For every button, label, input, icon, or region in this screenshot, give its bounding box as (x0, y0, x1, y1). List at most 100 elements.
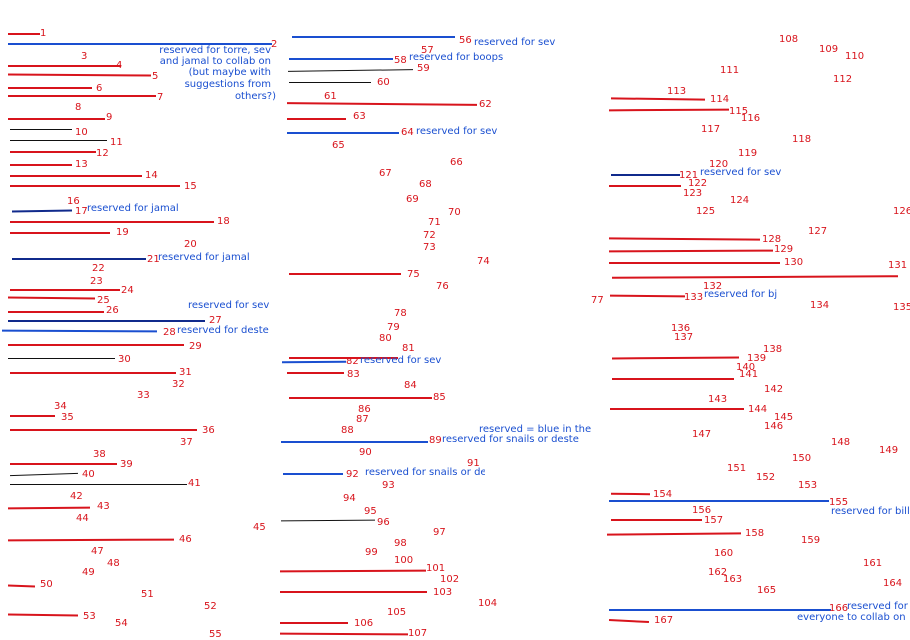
slot-number-103: 103 (433, 587, 453, 598)
slot-number-47: 47 (91, 546, 104, 557)
slot-number-158: 158 (745, 528, 765, 539)
slot-number-140: 140 (736, 362, 756, 373)
slot-number-18: 18 (217, 216, 230, 227)
slot-line (609, 185, 681, 187)
slot-number-38: 38 (93, 449, 106, 460)
slot-line (283, 473, 343, 475)
note-torre-2: and jamal to collab on (159, 56, 271, 67)
slot-line (610, 97, 706, 101)
slot-number-71: 71 (428, 217, 441, 228)
slot-line (611, 174, 680, 176)
slot-number-48: 48 (107, 558, 120, 569)
slot-number-113: 113 (667, 86, 687, 97)
slot-number-166: 166 (829, 603, 849, 614)
slot-line (289, 357, 398, 359)
slot-number-75: 75 (407, 269, 420, 280)
slot-line (8, 118, 105, 120)
slot-number-107: 107 (408, 628, 428, 639)
slot-number-73: 73 (423, 242, 436, 253)
slot-line (281, 360, 347, 364)
slot-number-99: 99 (365, 547, 378, 558)
slot-number-93: 93 (382, 480, 395, 491)
slot-number-44: 44 (76, 513, 89, 524)
slot-number-147: 147 (692, 429, 712, 440)
slot-line (10, 484, 187, 485)
slot-number-43: 43 (97, 501, 110, 512)
slot-number-37: 37 (180, 437, 193, 448)
slot-line (7, 613, 79, 617)
slot-line (611, 356, 740, 360)
slot-number-122: 122 (688, 178, 708, 189)
slot-number-96: 96 (377, 517, 390, 528)
slot-number-40: 40 (82, 469, 95, 480)
slot-line (7, 538, 175, 542)
slot-number-30: 30 (118, 354, 131, 365)
slot-number-6: 6 (96, 83, 103, 94)
slot-number-56: 56 (459, 35, 472, 46)
slot-number-81: 81 (402, 343, 415, 354)
slot-number-1: 1 (40, 28, 47, 39)
slot-line (7, 584, 36, 588)
note-sev-27: reserved for sev (188, 300, 270, 311)
slot-line (10, 151, 96, 153)
slot-number-17: 17 (75, 206, 88, 217)
slot-number-106: 106 (354, 618, 374, 629)
slot-number-36: 36 (202, 425, 215, 436)
slot-line (10, 175, 142, 177)
slot-number-109: 109 (819, 44, 839, 55)
slot-line (10, 372, 176, 374)
slot-number-54: 54 (115, 618, 128, 629)
slot-line (610, 408, 744, 410)
slot-number-136: 136 (671, 323, 691, 334)
slot-number-39: 39 (120, 459, 133, 470)
slot-number-82: 82 (346, 356, 359, 367)
slot-line (287, 69, 414, 72)
slot-number-165: 165 (757, 585, 777, 596)
slot-number-83: 83 (347, 369, 360, 380)
slot-number-111: 111 (720, 65, 740, 76)
note-sev-64: reserved for sev (416, 126, 498, 137)
slot-line (286, 102, 478, 106)
note-bj-133: reserved for bj (704, 289, 778, 300)
slot-number-27: 27 (209, 315, 222, 326)
slot-number-69: 69 (406, 194, 419, 205)
slot-number-57: 57 (421, 45, 434, 56)
slot-number-146: 146 (764, 421, 784, 432)
slot-number-13: 13 (75, 159, 88, 170)
slot-line (10, 415, 55, 417)
slot-number-7: 7 (157, 92, 164, 103)
slot-line (10, 140, 107, 141)
slot-line (287, 372, 344, 374)
slot-number-112: 112 (833, 74, 853, 85)
note-sev-121: reserved for sev (700, 167, 782, 178)
slot-number-23: 23 (90, 276, 103, 287)
slot-number-63: 63 (353, 111, 366, 122)
slot-number-150: 150 (792, 453, 812, 464)
slot-number-156: 156 (692, 505, 712, 516)
slot-line (279, 569, 427, 573)
note-jamal-21: reserved for jamal (158, 252, 250, 263)
slot-line (609, 294, 686, 298)
slot-number-130: 130 (784, 257, 804, 268)
slot-number-94: 94 (343, 493, 356, 504)
slot-line (292, 36, 455, 38)
slot-number-58: 58 (394, 55, 407, 66)
slot-line (7, 73, 152, 77)
slot-number-2: 2 (271, 39, 278, 50)
slot-number-61: 61 (324, 91, 337, 102)
slot-line (7, 506, 91, 510)
slot-number-131: 131 (888, 260, 908, 271)
slot-number-84: 84 (404, 380, 417, 391)
slot-number-104: 104 (478, 598, 498, 609)
slot-number-74: 74 (477, 256, 490, 267)
slot-number-123: 123 (683, 188, 703, 199)
slot-line (609, 262, 780, 264)
slot-number-97: 97 (433, 527, 446, 538)
slot-number-154: 154 (653, 489, 673, 500)
slot-line (289, 82, 371, 83)
slot-number-87: 87 (356, 414, 369, 425)
slot-number-66: 66 (450, 157, 463, 168)
slot-number-163: 163 (723, 574, 743, 585)
slot-number-120: 120 (709, 159, 729, 170)
